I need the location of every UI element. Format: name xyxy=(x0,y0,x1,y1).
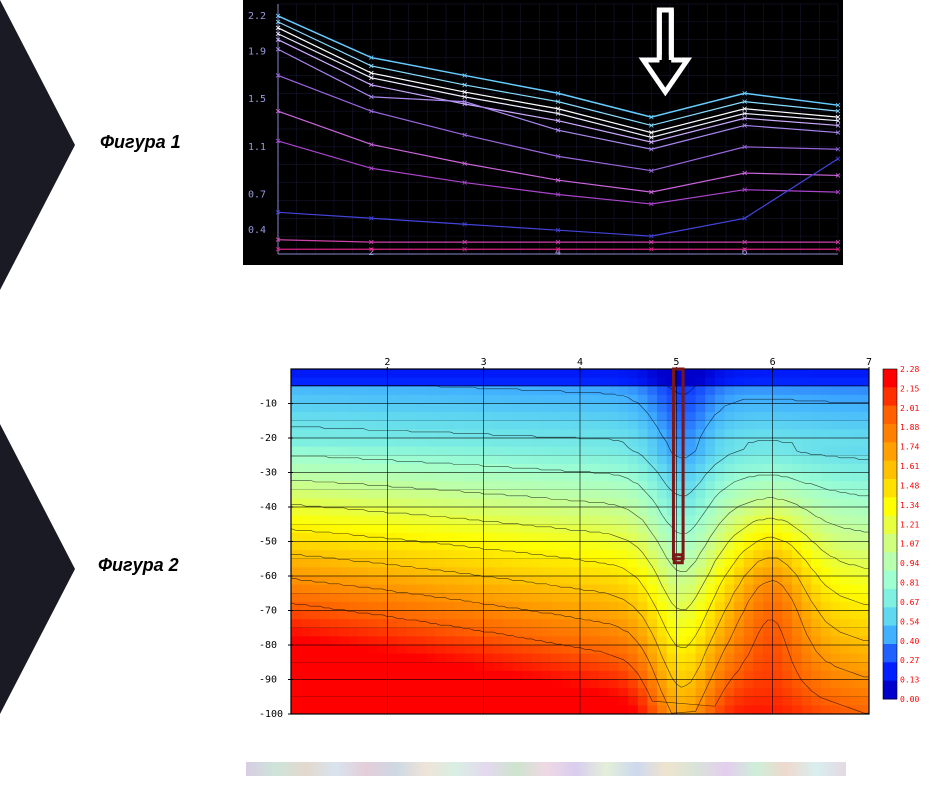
figure-2-label: Фигура 2 xyxy=(98,555,179,576)
svg-text:1.88: 1.88 xyxy=(900,423,919,432)
svg-text:0.81: 0.81 xyxy=(900,579,919,588)
svg-text:-60: -60 xyxy=(259,571,277,582)
svg-text:1.48: 1.48 xyxy=(900,481,919,490)
svg-text:0.67: 0.67 xyxy=(900,598,919,607)
svg-text:-30: -30 xyxy=(259,468,277,479)
svg-text:3: 3 xyxy=(481,357,487,368)
svg-text:0.54: 0.54 xyxy=(900,617,919,626)
svg-text:-90: -90 xyxy=(259,675,277,686)
svg-text:-80: -80 xyxy=(259,640,277,651)
svg-text:-70: -70 xyxy=(259,606,277,617)
svg-text:-100: -100 xyxy=(259,709,283,720)
svg-text:1.34: 1.34 xyxy=(900,501,919,510)
chart-1: 0.40.71.11.51.92.2246 xyxy=(243,0,843,265)
svg-text:-20: -20 xyxy=(259,433,277,444)
svg-text:0.40: 0.40 xyxy=(900,637,919,646)
svg-text:0.00: 0.00 xyxy=(900,695,919,704)
svg-text:2: 2 xyxy=(384,357,390,368)
svg-text:1.5: 1.5 xyxy=(248,94,266,105)
svg-text:2.01: 2.01 xyxy=(900,404,919,413)
svg-text:2.2: 2.2 xyxy=(248,11,266,22)
svg-text:-10: -10 xyxy=(259,399,277,410)
svg-text:2.28: 2.28 xyxy=(900,365,919,374)
svg-text:1.9: 1.9 xyxy=(248,47,266,58)
svg-text:0.7: 0.7 xyxy=(248,189,266,200)
svg-text:4: 4 xyxy=(577,357,583,368)
svg-text:1.07: 1.07 xyxy=(900,540,919,549)
svg-text:-40: -40 xyxy=(259,502,277,513)
svg-text:5: 5 xyxy=(673,357,679,368)
svg-text:0.13: 0.13 xyxy=(900,676,919,685)
svg-text:2.15: 2.15 xyxy=(900,384,919,393)
svg-text:7: 7 xyxy=(866,357,872,368)
svg-text:1.21: 1.21 xyxy=(900,520,919,529)
svg-text:1.61: 1.61 xyxy=(900,462,919,471)
svg-text:6: 6 xyxy=(770,357,776,368)
svg-text:1.74: 1.74 xyxy=(900,443,919,452)
svg-text:0.4: 0.4 xyxy=(248,225,266,236)
noise-strip xyxy=(246,762,846,776)
svg-text:1.1: 1.1 xyxy=(248,142,266,153)
chart-2: 2 3 4 5 6 7 -10 -20 -30 -40 -50 -60 -70 -80 -90 -100 2.2… xyxy=(243,351,938,721)
svg-text:0.27: 0.27 xyxy=(900,656,919,665)
figure-1-label: Фигура 1 xyxy=(100,132,181,153)
svg-text:0.94: 0.94 xyxy=(900,559,919,568)
svg-text:-50: -50 xyxy=(259,537,277,548)
